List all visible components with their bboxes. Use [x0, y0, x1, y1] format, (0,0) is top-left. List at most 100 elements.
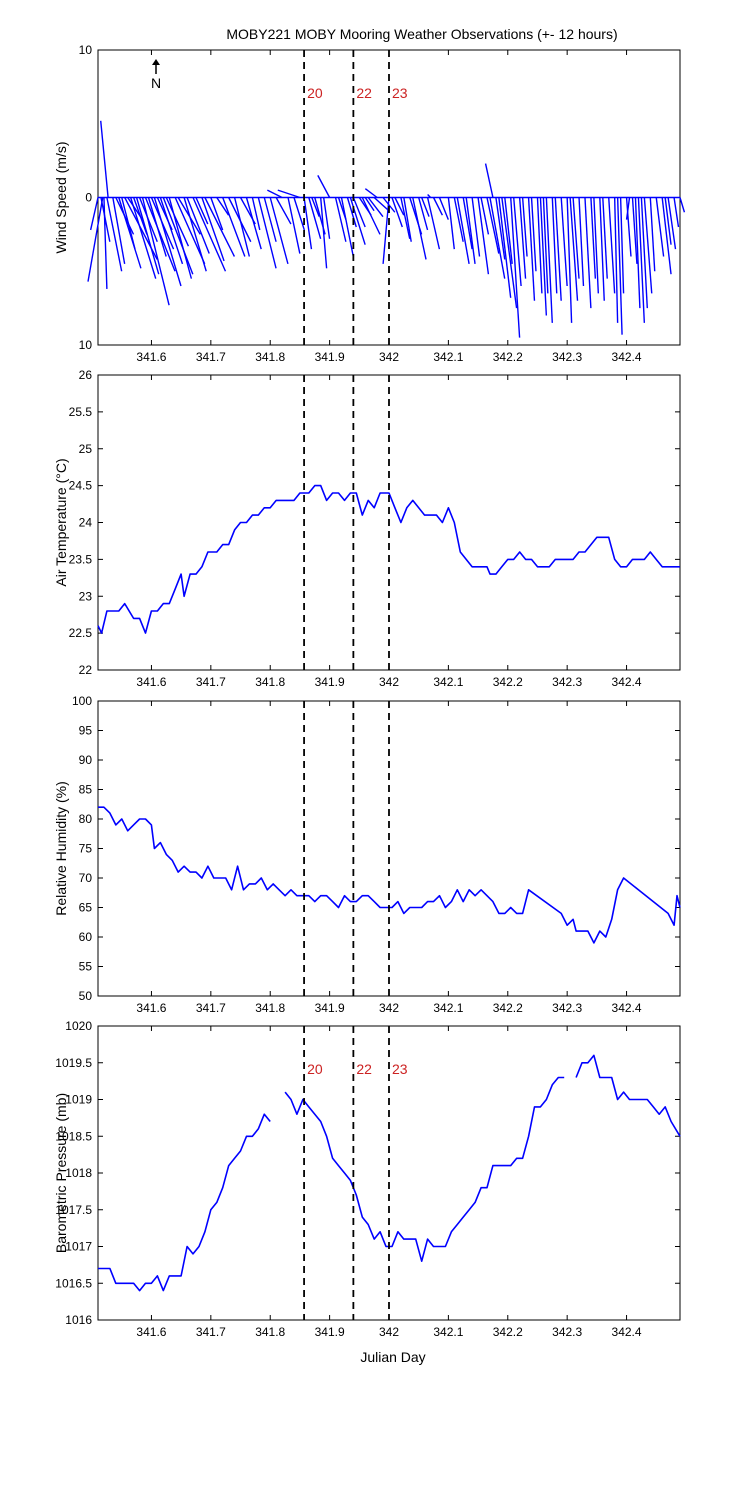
wind-stick: [165, 197, 190, 247]
wind-stick: [263, 197, 277, 242]
x-tick-label: 342.1: [433, 350, 463, 364]
wind-stick: [400, 197, 411, 239]
x-tick-label: 342.2: [493, 1325, 523, 1339]
x-tick-label: 342.2: [493, 350, 523, 364]
y-axis-label: Air Temperature (°C): [53, 458, 69, 586]
y-tick-label: 10: [79, 43, 93, 57]
wind-stick: [192, 197, 227, 272]
wind-stick: [303, 197, 313, 250]
series-line-2: [284, 1076, 565, 1262]
wind-stick: [572, 197, 580, 279]
wind-stick: [334, 197, 347, 242]
panel-4: 341.6 341.7 341.8 341.9 342 342.1 342.2 342.3 34…: [53, 1019, 681, 1339]
wind-stick: [536, 197, 543, 294]
wind-stick: [521, 197, 528, 257]
wind-stick: [100, 197, 111, 242]
x-tick-label: 341.7: [196, 675, 226, 689]
x-tick-label: 342.4: [612, 350, 642, 364]
wind-stick: [631, 197, 638, 264]
x-tick-label: 341.6: [136, 675, 166, 689]
wind-stick: [679, 197, 686, 213]
panel-2: 341.6 341.7 341.8 341.9 342 342.1 342.2 342.3 34…: [53, 368, 681, 689]
wind-stick: [257, 197, 277, 269]
wind-stick: [364, 188, 378, 199]
wind-stick: [100, 120, 109, 198]
wind-stick: [664, 197, 672, 245]
wind-stick: [168, 197, 193, 279]
wind-stick: [311, 197, 320, 217]
wind-stick: [418, 197, 429, 231]
wind-stick: [643, 197, 653, 294]
wind-stick: [89, 197, 99, 231]
wind-stick: [195, 197, 209, 225]
y-tick-label: 50: [79, 989, 93, 1003]
series-line-1: [98, 806, 681, 944]
wind-stick: [667, 197, 677, 250]
wind-stick: [560, 197, 568, 287]
wind-stick: [510, 197, 521, 338]
wind-stick: [118, 197, 142, 269]
x-axis-label: Julian Day: [360, 1349, 425, 1365]
wind-stick: [616, 197, 623, 335]
y-tick-label: 90: [79, 753, 93, 767]
x-tick-label: 342.4: [612, 1001, 642, 1015]
wind-stick: [233, 197, 251, 257]
wind-stick: [634, 197, 641, 309]
wind-stick: [412, 197, 427, 260]
wind-stick: [471, 197, 481, 257]
x-tick-label: 341.9: [315, 1325, 345, 1339]
x-tick-label: 341.6: [136, 1325, 166, 1339]
wind-stick: [204, 197, 236, 257]
wind-stick: [619, 197, 625, 294]
wind-stick: [608, 197, 616, 294]
wind-stick: [432, 197, 444, 216]
x-tick-label: 341.7: [196, 1001, 226, 1015]
y-tick-label: 1018.5: [55, 1129, 92, 1143]
y-tick-label: 85: [79, 783, 93, 797]
wind-stick: [391, 197, 403, 228]
x-tick-label: 341.8: [255, 1001, 285, 1015]
wind-stick: [513, 197, 522, 287]
marker-label: 20: [307, 85, 323, 101]
wind-stick: [447, 197, 455, 250]
wind-stick: [554, 197, 562, 301]
y-axis-label: Relative Humidity (%): [53, 781, 69, 916]
wind-stick: [489, 197, 506, 279]
x-tick-label: 342.1: [433, 1001, 463, 1015]
wind-stick: [498, 197, 512, 298]
wind-stick: [637, 197, 646, 323]
x-tick-label: 341.9: [315, 675, 345, 689]
x-tick-label: 342: [379, 350, 399, 364]
wind-stick: [352, 197, 366, 228]
x-tick-label: 341.6: [136, 1001, 166, 1015]
wind-stick: [625, 197, 632, 257]
wind-stick: [542, 197, 549, 294]
y-tick-label: 1016: [65, 1313, 92, 1327]
wind-stick: [308, 197, 322, 239]
wind-stick: [129, 197, 157, 279]
wind-stick: [287, 197, 301, 254]
wind-stick: [462, 197, 473, 250]
y-tick-label: 24.5: [69, 479, 93, 493]
wind-stick: [613, 197, 619, 323]
wind-stick: [486, 197, 500, 254]
x-tick-label: 342.3: [552, 1325, 582, 1339]
x-tick-label: 341.8: [255, 1325, 285, 1339]
wind-stick: [551, 197, 558, 294]
wind-stick: [267, 189, 283, 199]
wind-stick: [269, 197, 289, 265]
x-tick-label: 342.4: [612, 675, 642, 689]
wind-stick: [103, 197, 108, 289]
y-tick-label: 0: [85, 191, 92, 205]
series-line-1: [97, 484, 680, 634]
wind-stick: [132, 197, 148, 235]
y-axis-label: Barometric Pressure (mb): [53, 1093, 69, 1253]
series-line-1: [98, 1113, 271, 1292]
wind-stick: [453, 197, 464, 242]
y-tick-label: 26: [79, 368, 93, 382]
wind-stick: [186, 197, 210, 254]
x-tick-label: 342: [379, 1001, 399, 1015]
chart-title: MOBY221 MOBY Mooring Weather Observation…: [226, 26, 617, 42]
y-tick-label: 22.5: [69, 626, 93, 640]
y-axis-label: Wind Speed (m/s): [53, 141, 69, 253]
